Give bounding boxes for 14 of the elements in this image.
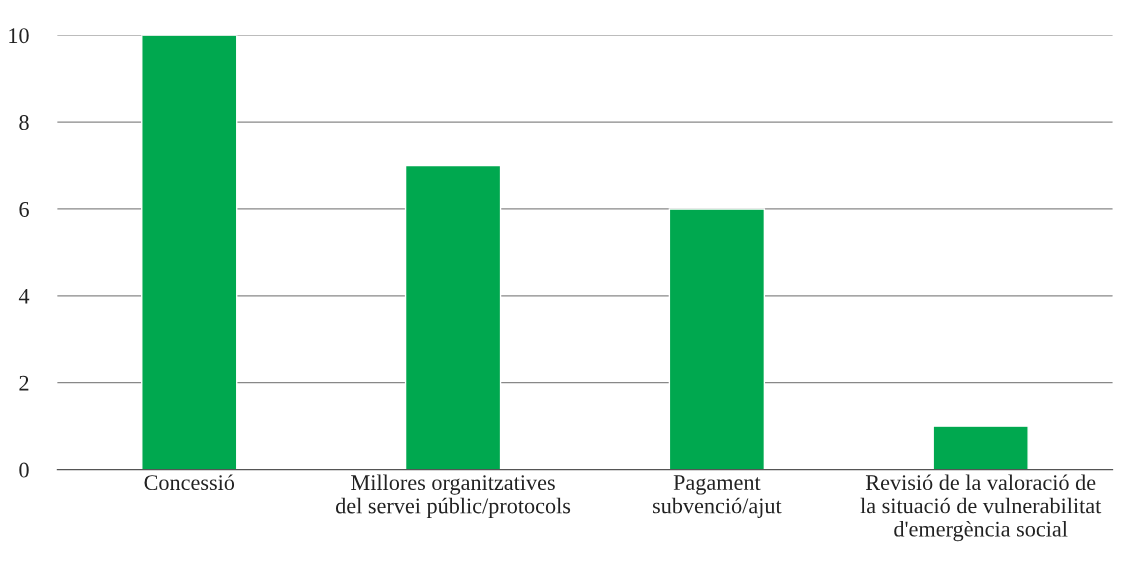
bar [404,164,502,470]
y-tick-label: 10 [9,28,29,44]
x-tick-label: Revisió de la valoració de la situació de vulnerabilitat d'emergència social [860,474,1102,542]
y-tick-label: 8 [19,115,29,131]
bar [932,425,1029,470]
x-tick-label: Millores organitzatives del servei públic/protocols [335,474,571,518]
x-tick-label: Concessió [144,474,235,491]
y-tick-label: 4 [18,288,30,304]
bar [668,208,766,470]
y-tick-label: 6 [19,201,29,217]
y-tick-label: 0 [19,462,29,478]
y-tick-label: 2 [19,375,29,391]
x-tick-label: Pagament subvenció/ajut [652,475,782,518]
bar [141,35,238,470]
